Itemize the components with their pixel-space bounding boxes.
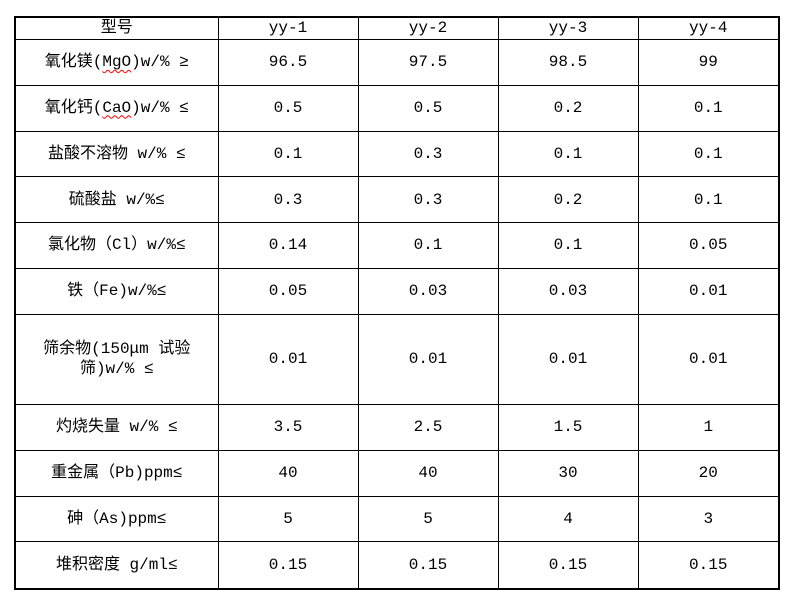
value-cell: 0.03 [497, 268, 639, 316]
table-row: 砷（As)ppm≤ 5 5 4 3 [14, 495, 780, 543]
value-cell: 2.5 [357, 403, 499, 451]
value-cell: 5 [357, 495, 499, 543]
value-cell: 0.15 [357, 541, 499, 590]
value-cell: 0.3 [217, 176, 359, 224]
row-label: 硫酸盐 w/%≤ [14, 176, 219, 224]
table-row: 盐酸不溶物 w/% ≤0.1 0.3 0.1 0.1 [14, 130, 780, 178]
value-cell: 0.3 [357, 130, 499, 178]
value-cell: 3.5 [217, 403, 359, 451]
value-cell: 0.05 [637, 222, 780, 270]
row-label: 铁（Fe)w/%≤ [14, 268, 219, 316]
value-cell: 0.01 [217, 314, 359, 405]
spellcheck-wavy-underline: CaO [102, 98, 132, 117]
value-cell: 99 [637, 38, 780, 86]
row-label: 筛余物(150μm 试验 筛)w/% ≤ [14, 314, 219, 405]
value-cell: 0.03 [357, 268, 499, 316]
value-cell: 0.1 [497, 130, 639, 178]
row-label: 氯化物（Cl）w/%≤ [14, 222, 219, 270]
value-cell: 0.1 [637, 176, 780, 224]
value-cell: 3 [637, 495, 780, 543]
value-cell: 0.1 [357, 222, 499, 270]
column-header-yy-1: yy-1 [217, 16, 359, 40]
value-cell: 0.1 [637, 84, 780, 132]
value-cell: 0.3 [357, 176, 499, 224]
value-cell: 4 [497, 495, 639, 543]
value-cell: 0.5 [217, 84, 359, 132]
value-cell: 0.2 [497, 176, 639, 224]
column-header-model: 型号 [14, 16, 219, 40]
value-cell: 0.01 [637, 268, 780, 316]
row-label: 灼烧失量 w/% ≤ [14, 403, 219, 451]
value-cell: 40 [217, 449, 359, 497]
header-row: 型号 yy-1 yy-2 yy-3 yy-4 [14, 16, 780, 40]
table-row: 氧化镁(MgO)w/% ≥96.5 97.5 98.5 99 [14, 38, 780, 86]
value-cell: 1.5 [497, 403, 639, 451]
table-row: 灼烧失量 w/% ≤3.5 2.5 1.5 1 [14, 403, 780, 451]
row-label: 堆积密度 g/ml≤ [14, 541, 219, 590]
column-header-yy-3: yy-3 [497, 16, 639, 40]
value-cell: 0.2 [497, 84, 639, 132]
value-cell: 0.01 [357, 314, 499, 405]
value-cell: 0.01 [637, 314, 780, 405]
value-cell: 1 [637, 403, 780, 451]
value-cell: 40 [357, 449, 499, 497]
column-header-yy-2: yy-2 [357, 16, 499, 40]
row-label: 氧化钙(CaO)w/% ≤ [14, 84, 219, 132]
value-cell: 30 [497, 449, 639, 497]
value-cell: 0.15 [497, 541, 639, 590]
value-cell: 97.5 [357, 38, 499, 86]
table-row: 氯化物（Cl）w/%≤ 0.14 0.1 0.1 0.05 [14, 222, 780, 270]
value-cell: 96.5 [217, 38, 359, 86]
row-label: 砷（As)ppm≤ [14, 495, 219, 543]
value-cell: 98.5 [497, 38, 639, 86]
table-row: 筛余物(150μm 试验 筛)w/% ≤0.01 0.01 0.01 0.01 [14, 314, 780, 405]
spellcheck-wavy-underline: MgO [102, 52, 132, 71]
value-cell: 0.01 [497, 314, 639, 405]
product-spec-table: 型号 yy-1 yy-2 yy-3 yy-4 氧化镁(MgO)w/% ≥96.5 97.5… [14, 16, 780, 590]
value-cell: 0.15 [217, 541, 359, 590]
table-row: 重金属（Pb)ppm≤ 40 40 30 20 [14, 449, 780, 497]
value-cell: 0.1 [637, 130, 780, 178]
row-label: 盐酸不溶物 w/% ≤ [14, 130, 219, 178]
table-row: 氧化钙(CaO)w/% ≤0.5 0.5 0.2 0.1 [14, 84, 780, 132]
column-header-yy-4: yy-4 [637, 16, 780, 40]
value-cell: 0.05 [217, 268, 359, 316]
table-row: 堆积密度 g/ml≤ 0.15 0.15 0.15 0.15 [14, 541, 780, 590]
table-row: 硫酸盐 w/%≤ 0.3 0.3 0.2 0.1 [14, 176, 780, 224]
row-label: 氧化镁(MgO)w/% ≥ [14, 38, 219, 86]
value-cell: 5 [217, 495, 359, 543]
value-cell: 0.1 [497, 222, 639, 270]
value-cell: 0.14 [217, 222, 359, 270]
table-row: 铁（Fe)w/%≤ 0.05 0.03 0.03 0.01 [14, 268, 780, 316]
row-label: 重金属（Pb)ppm≤ [14, 449, 219, 497]
value-cell: 20 [637, 449, 780, 497]
value-cell: 0.5 [357, 84, 499, 132]
value-cell: 0.1 [217, 130, 359, 178]
value-cell: 0.15 [637, 541, 780, 590]
